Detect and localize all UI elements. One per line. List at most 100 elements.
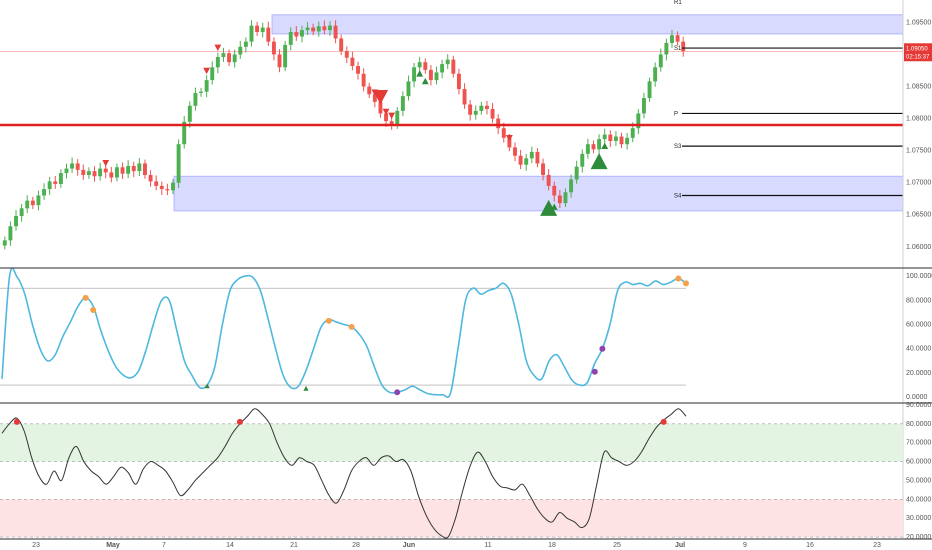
buy-signal-marker bbox=[421, 77, 429, 85]
candle-body bbox=[479, 105, 484, 111]
candle-body bbox=[619, 136, 624, 145]
candle-body bbox=[647, 81, 652, 99]
oscillator-tick-label: 40.0000 bbox=[906, 496, 931, 503]
rsi-signal-dot bbox=[325, 317, 332, 324]
rsi-tick-label: 0.0000 bbox=[906, 394, 928, 401]
candle-body bbox=[109, 172, 114, 178]
candle-body bbox=[423, 62, 428, 70]
time-tick-label: May bbox=[106, 542, 120, 549]
price-axis[interactable]: 1.095001.090001.085001.080001.075001.070… bbox=[902, 0, 932, 538]
buy-signal-marker bbox=[550, 203, 558, 210]
pivot-label-p: P bbox=[674, 111, 678, 117]
rsi-pane[interactable]: 100.0000 80.0000 60.0000 40.0000 20.0000 0.00… bbox=[0, 267, 932, 401]
candle-body bbox=[462, 89, 467, 105]
candle-body bbox=[546, 174, 551, 186]
sell-signal-marker bbox=[214, 44, 222, 52]
candle-body bbox=[238, 46, 243, 55]
candle-body bbox=[288, 32, 293, 45]
oscillator-axis[interactable]: 90.0000 80.0000 70.0000 60.0000 50.0000 40.00… bbox=[906, 402, 931, 541]
time-axis[interactable]: 23 May 7 14 21 28 Jun 11 18 25 Jul 9 16 23 bbox=[32, 542, 881, 549]
candle-body bbox=[456, 73, 461, 90]
rsi-signal-dot bbox=[599, 345, 606, 352]
price-tick-label: 1.06500 bbox=[906, 212, 931, 219]
time-tick-label: 25 bbox=[613, 542, 621, 549]
sell-signal-marker bbox=[382, 108, 390, 116]
candle-body bbox=[372, 94, 377, 102]
rsi-axis[interactable]: 100.0000 80.0000 60.0000 40.0000 20.0000 0.00… bbox=[906, 273, 932, 401]
last-price-badge bbox=[904, 43, 932, 62]
rsi-buy-marker bbox=[303, 385, 309, 391]
candle-body bbox=[585, 144, 590, 154]
candle-body bbox=[580, 153, 585, 167]
rsi-buy-marker bbox=[204, 383, 210, 389]
time-tick-label: Jul bbox=[675, 542, 685, 549]
rsi-series-line bbox=[1, 267, 687, 398]
last-price-value: 1.09050 bbox=[906, 46, 928, 52]
oscillator-signal-dot bbox=[236, 418, 243, 425]
candle-body bbox=[535, 151, 540, 164]
candle-body bbox=[378, 101, 383, 114]
oscillator-tick-label: 50.0000 bbox=[906, 477, 931, 484]
candle-body bbox=[440, 64, 445, 73]
oscillator-signal-dot bbox=[660, 418, 667, 425]
overbought-band bbox=[0, 423, 903, 462]
oscillator-signal-dot bbox=[13, 418, 20, 425]
candle-body bbox=[159, 185, 164, 190]
supply-demand-zone[interactable] bbox=[173, 175, 904, 212]
candle-body bbox=[428, 69, 433, 81]
candle-body bbox=[86, 171, 91, 175]
candle-body bbox=[227, 53, 232, 63]
time-tick-label: 16 bbox=[806, 542, 814, 549]
oscillator-tick-label: 70.0000 bbox=[906, 440, 931, 447]
rsi-signal-dot bbox=[348, 323, 355, 330]
candle-body bbox=[215, 57, 220, 68]
candle-body bbox=[451, 59, 456, 74]
candle-body bbox=[496, 118, 501, 129]
candle-body bbox=[636, 113, 641, 129]
candle-body bbox=[524, 158, 529, 165]
oscillator-tick-label: 90.0000 bbox=[906, 402, 931, 409]
candle-body bbox=[507, 137, 512, 148]
candle-body bbox=[30, 200, 35, 206]
candle-body bbox=[328, 25, 332, 31]
time-tick-label: Jun bbox=[403, 542, 415, 549]
candle-body bbox=[333, 25, 338, 39]
candle-body bbox=[406, 81, 411, 97]
candle-body bbox=[266, 27, 271, 42]
rsi-signal-dot bbox=[90, 306, 97, 313]
candle-body bbox=[193, 92, 198, 106]
candle-body bbox=[356, 66, 360, 74]
candle-body bbox=[271, 41, 276, 55]
price-tick-label: 1.09500 bbox=[906, 19, 931, 26]
supply-demand-zone[interactable] bbox=[271, 14, 904, 35]
candle-body bbox=[58, 173, 63, 184]
candle-body bbox=[670, 35, 674, 43]
time-tick-label: 9 bbox=[743, 542, 747, 549]
rsi-signal-dot bbox=[683, 280, 689, 287]
sell-signal-marker bbox=[372, 90, 389, 105]
buy-signal-marker bbox=[601, 142, 609, 150]
time-tick-label: 21 bbox=[290, 542, 298, 549]
candles-group bbox=[2, 20, 686, 250]
candle-body bbox=[473, 110, 478, 115]
candle-body bbox=[249, 25, 254, 42]
candle-body bbox=[339, 38, 344, 52]
candle-body bbox=[557, 195, 562, 204]
buy-signal-marker bbox=[590, 153, 608, 170]
bar-countdown: 02:15:37 bbox=[906, 54, 930, 60]
candle-body bbox=[92, 171, 97, 177]
pivot-label-s1: S1 bbox=[674, 46, 682, 52]
candle-body bbox=[182, 121, 187, 145]
candle-body bbox=[675, 35, 680, 42]
price-tick-label: 1.07000 bbox=[906, 180, 931, 187]
candle-body bbox=[187, 105, 192, 122]
rsi-tick-label: 40.0000 bbox=[906, 346, 931, 353]
candle-body bbox=[552, 185, 557, 196]
candle-body bbox=[98, 168, 103, 177]
rsi-tick-label: 80.0000 bbox=[906, 297, 931, 304]
oscillator-pane[interactable]: 90.0000 80.0000 70.0000 60.0000 50.0000 40.00… bbox=[0, 402, 931, 541]
candle-body bbox=[81, 169, 86, 175]
oscillator-tick-label: 60.0000 bbox=[906, 459, 931, 466]
